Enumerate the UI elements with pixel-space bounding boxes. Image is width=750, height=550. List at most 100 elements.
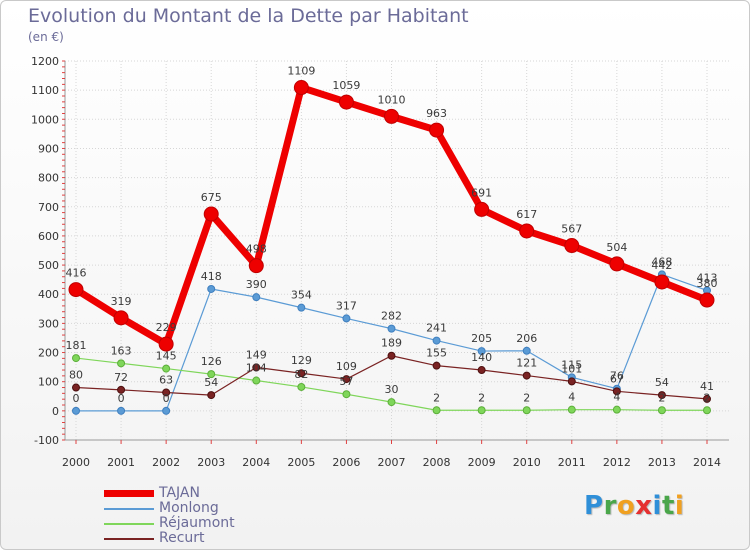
data-point — [654, 274, 670, 290]
legend-label: Réjaumont — [159, 515, 235, 531]
data-label: 1010 — [378, 93, 406, 106]
data-point — [162, 364, 171, 373]
y-tick-label: 300 — [38, 317, 59, 330]
data-label: 145 — [156, 350, 177, 363]
legend-item: Réjaumont — [104, 516, 235, 531]
data-label: 67 — [610, 372, 624, 385]
x-tick-label: 2005 — [287, 456, 315, 469]
data-label: 76 — [610, 370, 624, 383]
chart-title: Evolution du Montant de la Dette par Hab… — [28, 5, 469, 27]
data-label: 2 — [433, 391, 440, 404]
data-point — [252, 293, 261, 302]
data-label: 0 — [163, 392, 170, 405]
y-tick-label: 800 — [38, 172, 59, 185]
logo-letter: t — [661, 491, 675, 521]
data-label: 504 — [606, 241, 627, 254]
data-point — [68, 282, 84, 298]
data-point — [567, 405, 576, 414]
data-point — [384, 108, 399, 124]
data-point — [158, 336, 174, 352]
data-point — [342, 375, 351, 384]
data-label: 115 — [561, 358, 582, 371]
x-tick-label: 2002 — [152, 456, 180, 469]
data-label: 442 — [651, 259, 672, 272]
y-tick-label: 0 — [52, 405, 59, 418]
data-labels: 181 163 145 126 104 82 57 30 2 2 2 4 4 2 2 — [66, 339, 711, 404]
data-label: 617 — [516, 208, 537, 221]
x-tick-label: 2008 — [423, 456, 451, 469]
data-point — [252, 363, 261, 372]
data-label: 82 — [294, 368, 308, 381]
data-point — [522, 406, 531, 415]
data-point — [117, 385, 126, 394]
data-point — [477, 347, 486, 356]
x-tick-label: 2009 — [468, 456, 496, 469]
data-label: 181 — [66, 339, 87, 352]
data-point — [429, 122, 445, 138]
x-tick-label: 2006 — [332, 456, 360, 469]
legend-item: Recurt — [104, 531, 235, 546]
data-label: 418 — [201, 270, 222, 283]
data-point — [207, 391, 216, 400]
data-label: 104 — [246, 362, 267, 375]
legend-swatch — [104, 537, 154, 540]
x-tick-label: 2001 — [107, 456, 135, 469]
data-point — [699, 292, 715, 308]
data-label: 4 — [613, 391, 620, 404]
data-point — [203, 206, 219, 222]
data-point — [477, 366, 486, 375]
y-tick-label: 1000 — [31, 113, 59, 126]
series-recurt — [72, 351, 711, 403]
data-point — [162, 406, 171, 415]
data-label: 498 — [246, 243, 267, 256]
data-point — [72, 406, 80, 415]
data-point — [387, 324, 396, 333]
series-tajan — [68, 80, 715, 352]
data-point — [432, 406, 441, 415]
data-label: 72 — [114, 371, 128, 384]
data-label: 155 — [426, 347, 447, 360]
data-label: 129 — [291, 354, 312, 367]
y-tick-label: -100 — [34, 434, 59, 447]
chart-subtitle: (en €) — [28, 30, 64, 44]
data-label: 2 — [478, 391, 485, 404]
x-tick-label: 2000 — [62, 456, 90, 469]
data-point — [612, 387, 621, 396]
data-labels: 416 319 229 675 498 1109 1059 1010 963 691 617 567 5… — [66, 65, 718, 335]
data-label: 675 — [201, 191, 222, 204]
data-label: 140 — [471, 351, 492, 364]
data-point — [657, 391, 666, 400]
data-label: 413 — [697, 271, 718, 284]
y-tick-label: 1100 — [31, 84, 59, 97]
data-point — [609, 256, 625, 272]
legend-label: Recurt — [159, 530, 205, 546]
data-point — [474, 201, 490, 217]
data-point — [297, 303, 306, 312]
y-tick-label: 900 — [38, 142, 59, 155]
data-point — [248, 258, 264, 274]
data-label: 30 — [385, 383, 399, 396]
data-label: 317 — [336, 299, 357, 312]
legend-label: TAJAN — [159, 485, 200, 501]
data-point — [432, 361, 441, 370]
data-point — [162, 388, 171, 397]
x-tick-label: 2010 — [513, 456, 541, 469]
legend-label: Monlong — [159, 500, 219, 516]
data-label: 189 — [381, 337, 402, 350]
legend-swatch — [104, 490, 154, 497]
data-label: 1059 — [332, 79, 360, 92]
data-label: 57 — [339, 375, 353, 388]
data-label: 126 — [201, 355, 222, 368]
x-tick-label: 2011 — [558, 456, 586, 469]
data-label: 567 — [561, 223, 582, 236]
x-tick-label: 2014 — [693, 456, 721, 469]
data-label: 963 — [426, 107, 447, 120]
data-point — [387, 351, 396, 360]
legend-item: Monlong — [104, 501, 235, 516]
data-point — [703, 406, 711, 415]
data-label: 2 — [704, 391, 711, 404]
data-label: 2 — [658, 391, 665, 404]
data-label: 282 — [381, 310, 402, 323]
data-point — [564, 238, 580, 254]
